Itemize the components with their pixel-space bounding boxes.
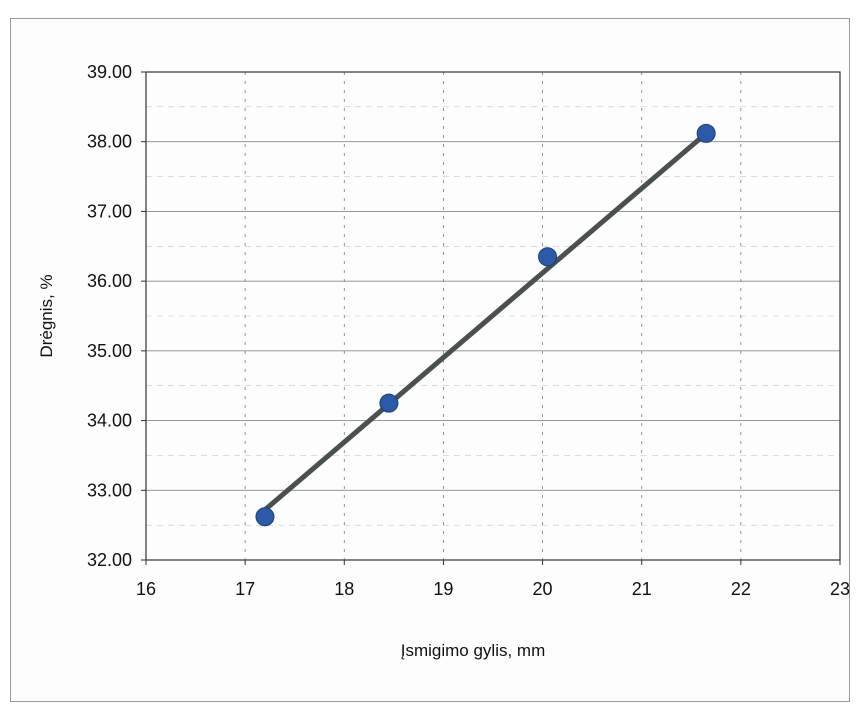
x-tick-label: 19 bbox=[433, 579, 453, 599]
y-tick-label: 38.00 bbox=[87, 132, 132, 152]
y-axis-title: Drėgnis, % bbox=[37, 274, 56, 357]
y-tick-label: 35.00 bbox=[87, 341, 132, 361]
tick-labels: 16 17 18 19 20 21 22 23 32.00 33.00 34.00 35.00 36.0… bbox=[87, 62, 850, 599]
x-tick-label: 23 bbox=[830, 579, 850, 599]
data-point bbox=[538, 247, 558, 267]
x-tick-label: 21 bbox=[632, 579, 652, 599]
y-tick-label: 36.00 bbox=[87, 271, 132, 291]
data-point bbox=[696, 123, 716, 143]
data-point bbox=[379, 393, 399, 413]
x-tick-label: 17 bbox=[235, 579, 255, 599]
trendline bbox=[262, 130, 709, 513]
plot-area bbox=[145, 71, 841, 561]
x-tick-label: 18 bbox=[334, 579, 354, 599]
x-tick-label: 22 bbox=[731, 579, 751, 599]
y-tick-label: 33.00 bbox=[87, 480, 132, 500]
x-tick-label: 20 bbox=[533, 579, 553, 599]
x-tick-label: 16 bbox=[136, 579, 156, 599]
y-tick-label: 39.00 bbox=[87, 62, 132, 82]
y-tick-label: 34.00 bbox=[87, 411, 132, 431]
y-tick-label: 37.00 bbox=[87, 201, 132, 221]
grid bbox=[146, 72, 840, 560]
x-axis-title: Įsmigimo gylis, mm bbox=[401, 641, 546, 660]
data-series bbox=[255, 123, 716, 527]
data-point bbox=[255, 507, 275, 527]
y-tick-label: 32.00 bbox=[87, 550, 132, 570]
